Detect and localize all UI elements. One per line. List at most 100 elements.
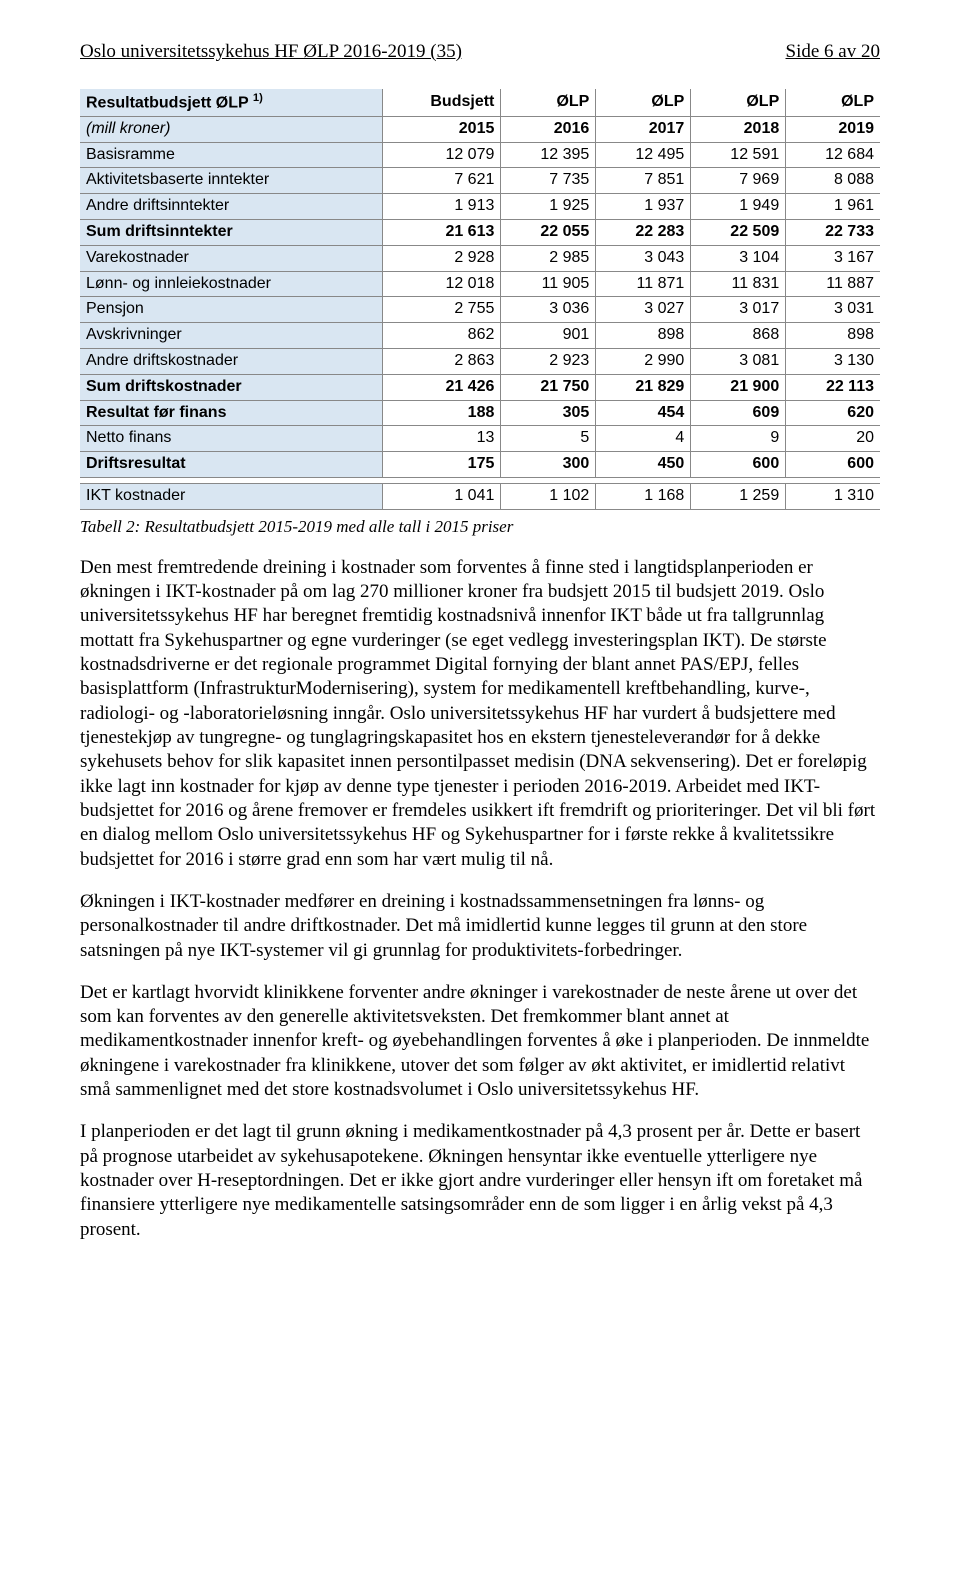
table-footer-row: IKT kostnader 1 041 1 102 1 168 1 259 1 … <box>80 483 880 509</box>
row-value: 3 043 <box>596 245 691 271</box>
table-row: Varekostnader2 9282 9853 0433 1043 167 <box>80 245 880 271</box>
row-value: 21 900 <box>691 374 786 400</box>
row-value: 3 017 <box>691 297 786 323</box>
table-row: Basisramme12 07912 39512 49512 59112 684 <box>80 142 880 168</box>
row-value: 2 990 <box>596 348 691 374</box>
row-value: 12 684 <box>786 142 880 168</box>
row-value: 454 <box>596 400 691 426</box>
table-row: Aktivitetsbaserte inntekter7 6217 7357 8… <box>80 168 880 194</box>
row-value: 600 <box>691 452 786 478</box>
row-label: Varekostnader <box>80 245 383 271</box>
row-value: 22 283 <box>596 220 691 246</box>
row-label: Resultat før finans <box>80 400 383 426</box>
row-value: 12 079 <box>383 142 501 168</box>
row-value: 7 851 <box>596 168 691 194</box>
row-value: 3 130 <box>786 348 880 374</box>
row-value: 3 027 <box>596 297 691 323</box>
row-value: 7 735 <box>501 168 596 194</box>
row-value: 21 426 <box>383 374 501 400</box>
header-left: Oslo universitetssykehus HF ØLP 2016-201… <box>80 40 462 65</box>
row-value: 5 <box>501 426 596 452</box>
col-top-1: ØLP <box>501 89 596 117</box>
row-value: 2 928 <box>383 245 501 271</box>
row-value: 11 871 <box>596 271 691 297</box>
title-sup: 1) <box>253 92 263 104</box>
row-value: 1 949 <box>691 194 786 220</box>
row-value: 1 937 <box>596 194 691 220</box>
row-value: 9 <box>691 426 786 452</box>
row-value: 450 <box>596 452 691 478</box>
title-line1: Resultatbudsjett ØLP <box>86 94 253 111</box>
paragraph-1: Økningen i IKT-kostnader medfører en dre… <box>80 890 880 963</box>
table-caption: Tabell 2: Resultatbudsjett 2015-2019 med… <box>80 516 880 538</box>
row-value: 600 <box>786 452 880 478</box>
row-value: 2 923 <box>501 348 596 374</box>
row-value: 898 <box>596 323 691 349</box>
row-value: 20 <box>786 426 880 452</box>
footer-v3: 1 259 <box>691 483 786 509</box>
row-value: 3 031 <box>786 297 880 323</box>
col-bot-3: 2018 <box>691 116 786 142</box>
row-value: 12 591 <box>691 142 786 168</box>
page-header: Oslo universitetssykehus HF ØLP 2016-201… <box>80 40 880 65</box>
row-value: 8 088 <box>786 168 880 194</box>
row-value: 3 167 <box>786 245 880 271</box>
footer-v1: 1 102 <box>501 483 596 509</box>
row-value: 2 755 <box>383 297 501 323</box>
row-value: 13 <box>383 426 501 452</box>
table-row: Avskrivninger862901898868898 <box>80 323 880 349</box>
table-row: Andre driftsinntekter1 9131 9251 9371 94… <box>80 194 880 220</box>
footer-v4: 1 310 <box>786 483 880 509</box>
budget-table: Resultatbudsjett ØLP 1) Budsjett ØLP ØLP… <box>80 89 880 510</box>
row-label: Netto finans <box>80 426 383 452</box>
row-value: 22 055 <box>501 220 596 246</box>
table-row: Lønn- og innleiekostnader12 01811 90511 … <box>80 271 880 297</box>
row-value: 12 495 <box>596 142 691 168</box>
row-value: 1 913 <box>383 194 501 220</box>
row-label: Andre driftskostnader <box>80 348 383 374</box>
paragraph-0: Den mest fremtredende dreining i kostnad… <box>80 556 880 872</box>
row-value: 22 113 <box>786 374 880 400</box>
row-value: 12 018 <box>383 271 501 297</box>
row-value: 11 905 <box>501 271 596 297</box>
row-label: Lønn- og innleiekostnader <box>80 271 383 297</box>
paragraph-2: Det er kartlagt hvorvidt klinikkene forv… <box>80 981 880 1103</box>
row-label: Andre driftsinntekter <box>80 194 383 220</box>
row-value: 1 961 <box>786 194 880 220</box>
row-value: 305 <box>501 400 596 426</box>
footer-label: IKT kostnader <box>80 483 383 509</box>
row-label: Pensjon <box>80 297 383 323</box>
row-value: 1 925 <box>501 194 596 220</box>
row-value: 21 613 <box>383 220 501 246</box>
row-value: 22 733 <box>786 220 880 246</box>
col-bot-4: 2019 <box>786 116 880 142</box>
row-value: 898 <box>786 323 880 349</box>
col-top-4: ØLP <box>786 89 880 117</box>
table-title-cell-1: Resultatbudsjett ØLP 1) <box>80 89 383 117</box>
row-value: 12 395 <box>501 142 596 168</box>
row-value: 901 <box>501 323 596 349</box>
footer-v2: 1 168 <box>596 483 691 509</box>
col-top-2: ØLP <box>596 89 691 117</box>
row-value: 11 887 <box>786 271 880 297</box>
footer-v0: 1 041 <box>383 483 501 509</box>
table-row: Resultat før finans188305454609620 <box>80 400 880 426</box>
col-top-3: ØLP <box>691 89 786 117</box>
row-value: 175 <box>383 452 501 478</box>
row-value: 21 750 <box>501 374 596 400</box>
row-value: 11 831 <box>691 271 786 297</box>
header-right: Side 6 av 20 <box>786 40 880 65</box>
table-header-row-1: Resultatbudsjett ØLP 1) Budsjett ØLP ØLP… <box>80 89 880 117</box>
row-label: Sum driftskostnader <box>80 374 383 400</box>
table-header-row-2: (mill kroner) 2015 2016 2017 2018 2019 <box>80 116 880 142</box>
col-bot-2: 2017 <box>596 116 691 142</box>
row-value: 868 <box>691 323 786 349</box>
col-bot-0: 2015 <box>383 116 501 142</box>
row-value: 3 081 <box>691 348 786 374</box>
col-top-0: Budsjett <box>383 89 501 117</box>
row-value: 3 104 <box>691 245 786 271</box>
row-value: 21 829 <box>596 374 691 400</box>
row-value: 7 621 <box>383 168 501 194</box>
col-bot-1: 2016 <box>501 116 596 142</box>
row-label: Aktivitetsbaserte inntekter <box>80 168 383 194</box>
